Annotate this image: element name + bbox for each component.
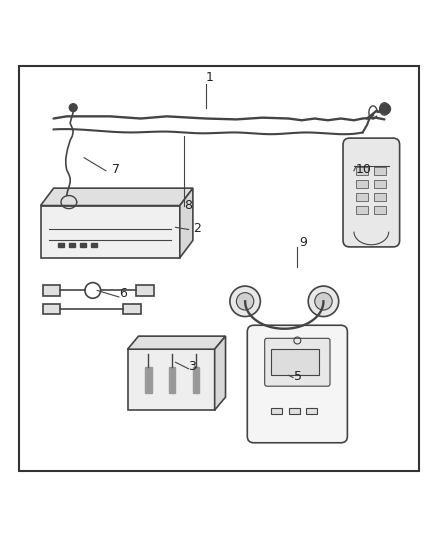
Polygon shape [127, 349, 215, 410]
Bar [271, 408, 282, 415]
Bar [123, 304, 141, 314]
Polygon shape [127, 336, 226, 349]
FancyBboxPatch shape [247, 325, 347, 443]
Bar [193, 367, 199, 393]
Bar [306, 408, 317, 415]
Circle shape [230, 286, 260, 317]
Bar [374, 180, 386, 188]
Circle shape [69, 104, 77, 111]
Bar [91, 244, 97, 247]
Text: 10: 10 [356, 163, 372, 175]
Text: 2: 2 [193, 222, 201, 235]
Text: 8: 8 [184, 199, 192, 212]
Bar [69, 244, 75, 247]
Circle shape [65, 205, 72, 212]
Bar [356, 206, 368, 214]
Polygon shape [41, 188, 193, 206]
Text: 1: 1 [206, 71, 214, 84]
Polygon shape [215, 336, 226, 410]
Bar [136, 285, 154, 296]
Text: 6: 6 [119, 287, 127, 301]
Bar [271, 349, 319, 375]
Bar [374, 193, 386, 201]
Circle shape [308, 286, 339, 317]
Text: 9: 9 [300, 236, 307, 249]
Bar [374, 167, 386, 175]
FancyBboxPatch shape [343, 138, 399, 247]
Bar [58, 244, 64, 247]
FancyBboxPatch shape [41, 206, 180, 258]
Bar [80, 244, 86, 247]
Circle shape [237, 293, 254, 310]
Circle shape [380, 104, 391, 114]
Bar [43, 285, 60, 296]
Text: 3: 3 [188, 360, 196, 373]
FancyBboxPatch shape [265, 338, 330, 386]
Bar [356, 193, 368, 201]
Bar [289, 408, 300, 415]
Bar [169, 367, 176, 393]
Bar [356, 167, 368, 175]
Text: 7: 7 [113, 163, 120, 175]
Bar [356, 180, 368, 188]
Polygon shape [180, 188, 193, 258]
Circle shape [315, 293, 332, 310]
Bar [43, 304, 60, 314]
Bar [145, 367, 152, 393]
Text: 5: 5 [294, 370, 302, 383]
Bar [374, 206, 386, 214]
